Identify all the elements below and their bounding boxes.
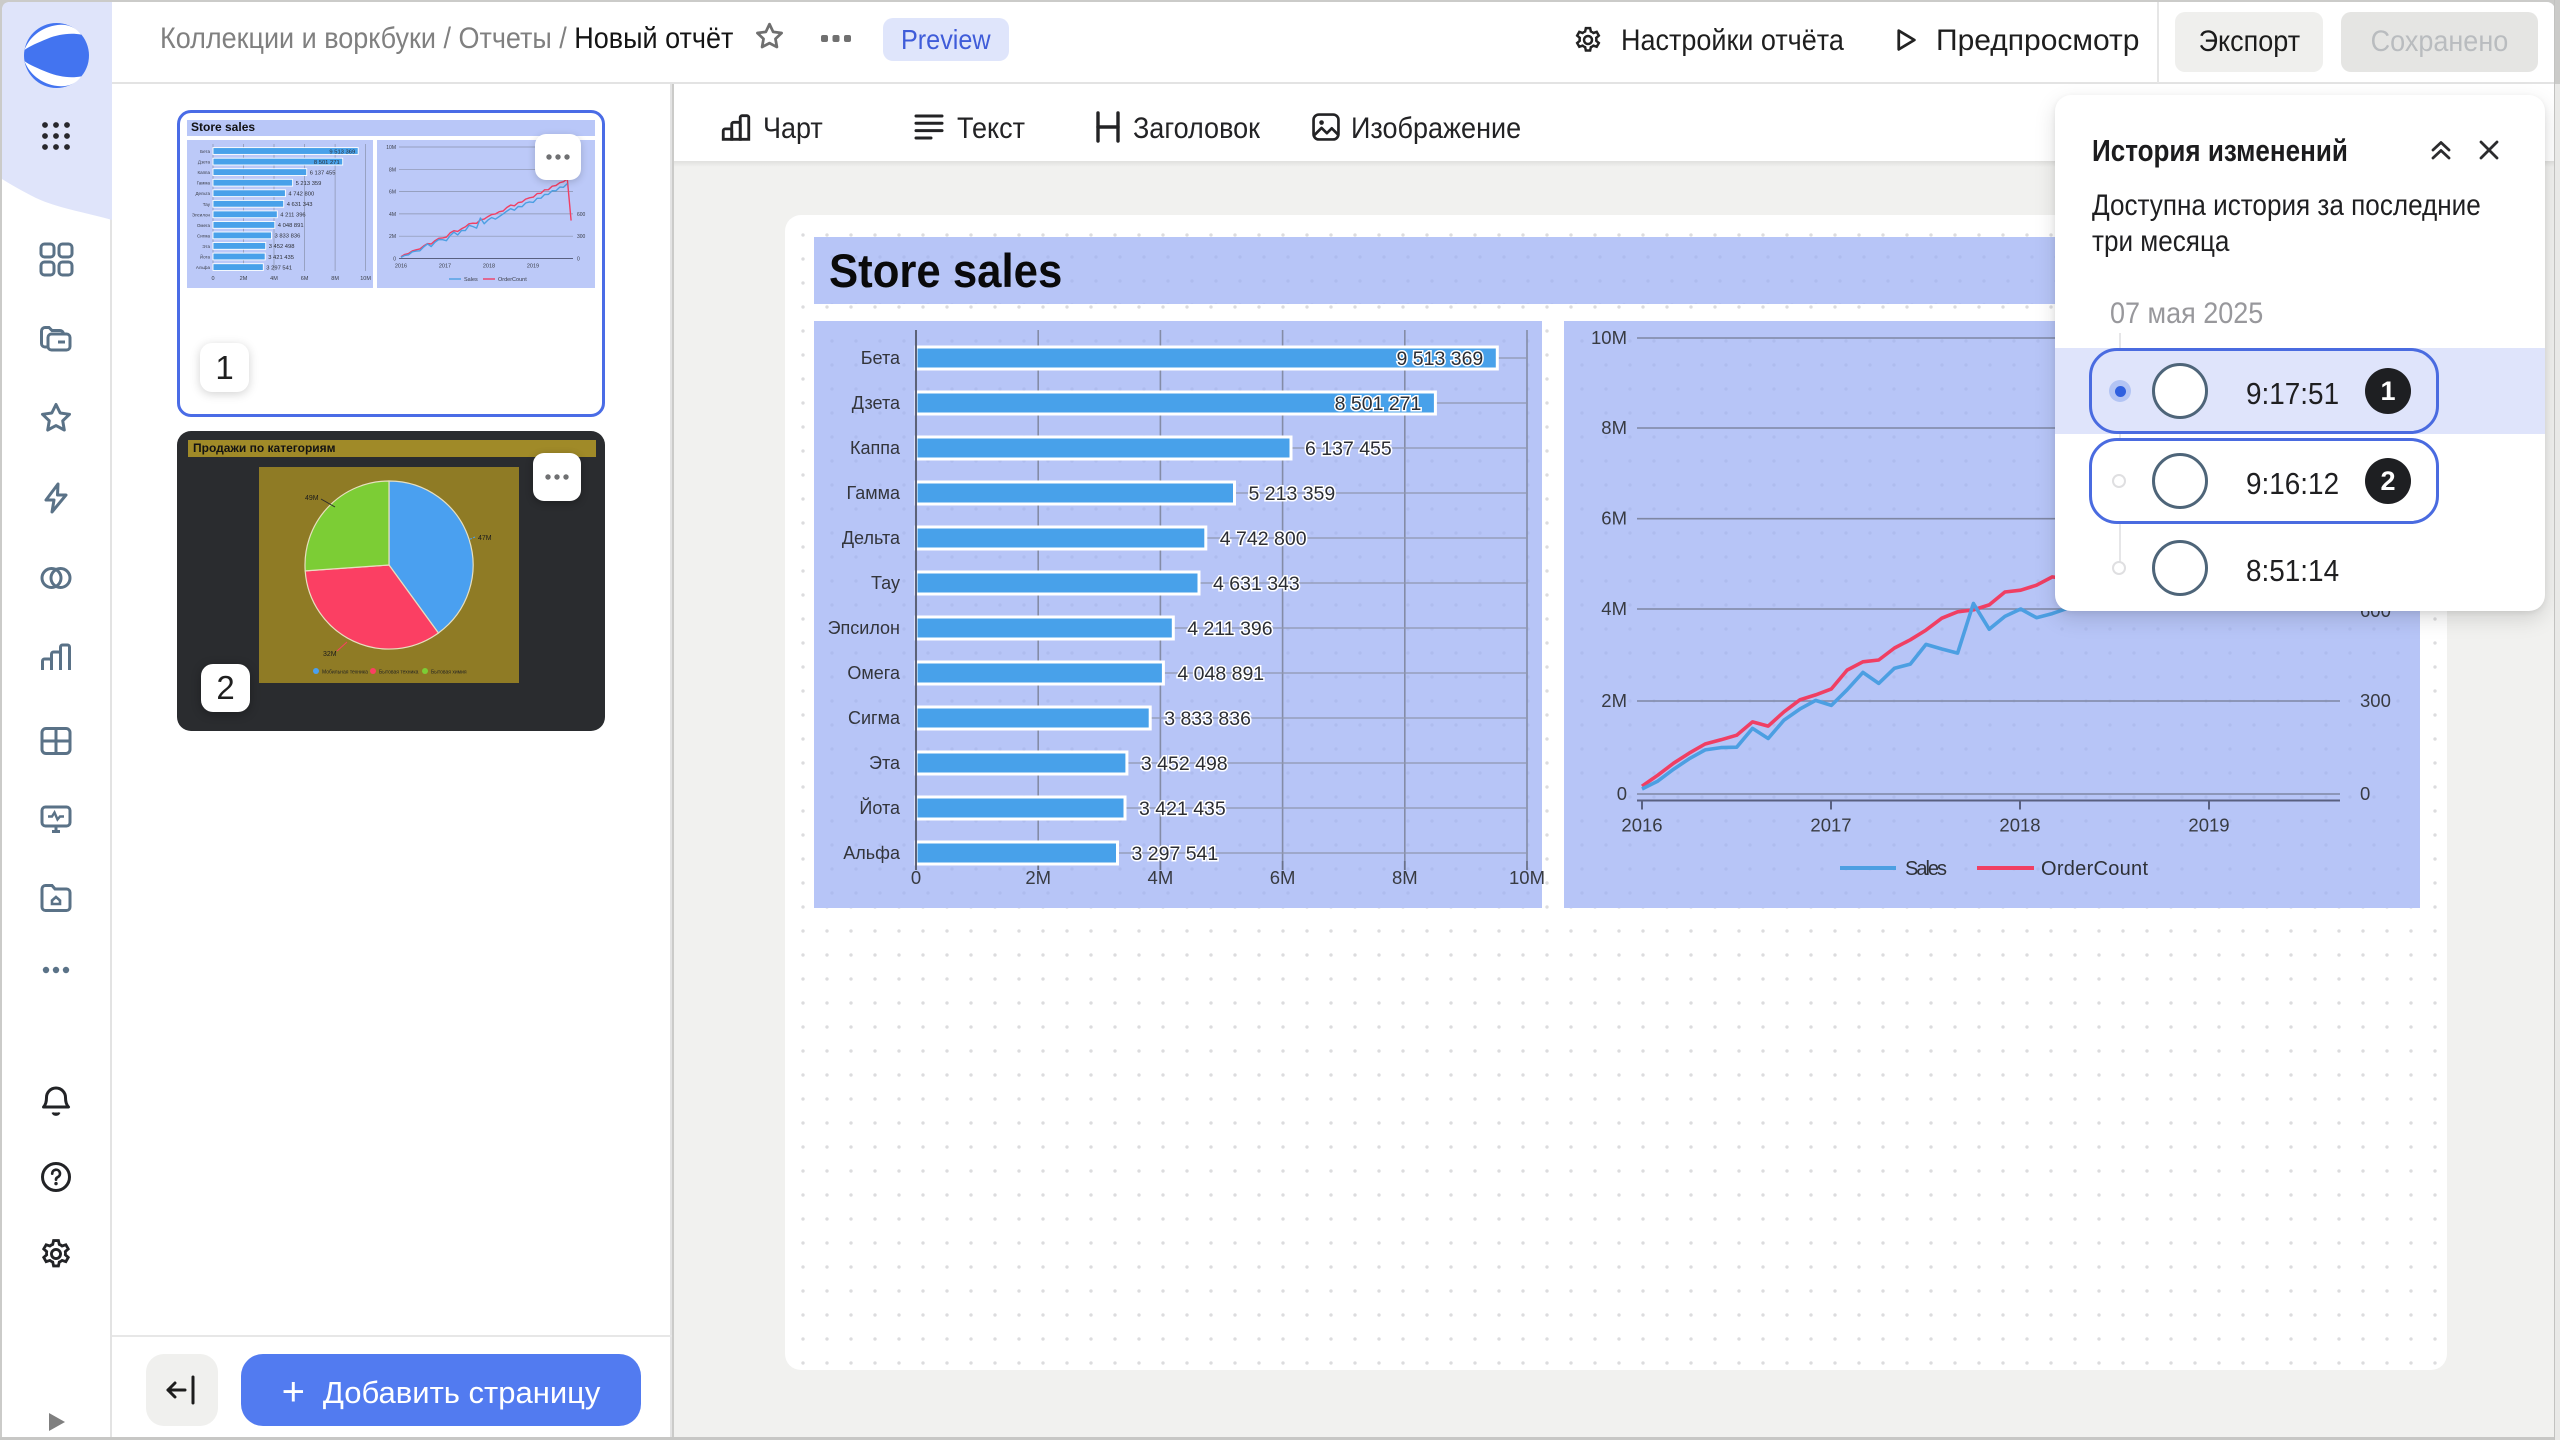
svg-text:49M: 49M: [305, 495, 319, 502]
svg-text:5 213 359: 5 213 359: [296, 181, 322, 187]
svg-text:4 048 891: 4 048 891: [1177, 663, 1264, 685]
svg-text:0: 0: [2360, 783, 2370, 804]
svg-text:Бета: Бета: [200, 149, 210, 154]
svg-text:2M: 2M: [1601, 690, 1627, 711]
svg-text:6 137 455: 6 137 455: [310, 170, 336, 176]
svg-text:3 833 836: 3 833 836: [1164, 708, 1251, 730]
svg-text:Тау: Тау: [871, 573, 900, 593]
svg-text:Гамма: Гамма: [197, 181, 211, 186]
svg-text:300: 300: [577, 234, 586, 240]
svg-text:300: 300: [2360, 690, 2391, 711]
svg-text:Мобильная техника: Мобильная техника: [322, 670, 368, 676]
svg-text:32M: 32M: [323, 651, 337, 658]
svg-text:Сигма: Сигма: [197, 233, 210, 238]
svg-text:9 513 369: 9 513 369: [329, 149, 355, 155]
svg-text:Альфа: Альфа: [843, 843, 901, 863]
svg-text:Эпсилон: Эпсилон: [828, 618, 900, 638]
svg-text:8M: 8M: [331, 276, 339, 282]
svg-text:2018: 2018: [483, 264, 495, 270]
svg-text:Каппа: Каппа: [197, 170, 210, 175]
svg-text:2M: 2M: [1025, 867, 1051, 888]
svg-text:6M: 6M: [301, 276, 309, 282]
svg-text:2019: 2019: [527, 264, 539, 270]
svg-text:6M: 6M: [389, 190, 396, 196]
svg-text:4 211 396: 4 211 396: [1187, 618, 1272, 640]
svg-text:47M: 47M: [478, 535, 492, 542]
svg-text:4 211 396: 4 211 396: [280, 213, 305, 219]
svg-text:0: 0: [1617, 783, 1627, 804]
svg-text:2M: 2M: [240, 276, 248, 282]
svg-text:2019: 2019: [2188, 815, 2229, 836]
svg-text:3 452 498: 3 452 498: [1141, 753, 1228, 775]
svg-text:4 742 800: 4 742 800: [288, 192, 314, 198]
svg-text:Гамма: Гамма: [846, 483, 900, 503]
svg-text:0: 0: [211, 276, 214, 282]
svg-text:Бытовая техника: Бытовая техника: [379, 670, 419, 676]
svg-text:Омега: Омега: [847, 663, 901, 683]
svg-text:Альфа: Альфа: [196, 265, 211, 270]
svg-text:3 833 836: 3 833 836: [275, 234, 301, 240]
svg-text:Бета: Бета: [861, 348, 901, 368]
svg-text:Йота: Йота: [200, 253, 211, 260]
svg-text:Каппа: Каппа: [850, 438, 901, 458]
svg-text:6M: 6M: [1601, 508, 1627, 529]
svg-text:8M: 8M: [1392, 867, 1418, 888]
svg-text:Дзета: Дзета: [852, 393, 901, 413]
svg-text:4M: 4M: [1601, 598, 1627, 619]
svg-text:Бытовая химия: Бытовая химия: [431, 670, 467, 676]
svg-text:Дельта: Дельта: [195, 191, 210, 196]
svg-text:Sales: Sales: [1905, 858, 1947, 880]
svg-text:Сигма: Сигма: [848, 708, 901, 728]
svg-text:Эта: Эта: [869, 753, 901, 773]
svg-text:9 513 369: 9 513 369: [1397, 348, 1484, 370]
svg-text:5 213 359: 5 213 359: [1249, 483, 1336, 505]
svg-text:3 297 541: 3 297 541: [266, 265, 292, 271]
svg-text:600: 600: [577, 212, 586, 218]
svg-text:10M: 10M: [386, 145, 396, 151]
svg-text:Sales: Sales: [464, 277, 478, 283]
svg-text:Йота: Йота: [859, 797, 901, 818]
svg-text:0: 0: [911, 867, 921, 888]
svg-text:6M: 6M: [1270, 867, 1296, 888]
svg-text:10M: 10M: [1591, 327, 1627, 348]
svg-text:3 421 435: 3 421 435: [1139, 798, 1226, 820]
svg-text:4 048 891: 4 048 891: [278, 223, 304, 229]
svg-text:2017: 2017: [1810, 815, 1851, 836]
svg-text:10M: 10M: [1509, 867, 1545, 888]
svg-text:Дельта: Дельта: [842, 528, 901, 548]
svg-text:Тау: Тау: [203, 202, 211, 207]
svg-text:OrderCount: OrderCount: [2041, 858, 2148, 880]
svg-text:4M: 4M: [389, 212, 396, 218]
svg-text:3 421 435: 3 421 435: [268, 255, 294, 261]
svg-text:8 501 271: 8 501 271: [314, 160, 340, 166]
svg-text:2018: 2018: [1999, 815, 2040, 836]
svg-text:4 742 800: 4 742 800: [1220, 528, 1307, 550]
svg-text:2016: 2016: [1621, 815, 1662, 836]
svg-text:8M: 8M: [389, 167, 396, 173]
svg-text:8M: 8M: [1601, 417, 1627, 438]
svg-text:Эта: Эта: [202, 244, 210, 249]
svg-text:6 137 455: 6 137 455: [1305, 438, 1392, 460]
svg-text:3 452 498: 3 452 498: [269, 244, 295, 250]
svg-text:0: 0: [577, 257, 580, 263]
svg-text:OrderCount: OrderCount: [498, 277, 527, 283]
svg-text:4M: 4M: [1148, 867, 1174, 888]
svg-text:4 631 343: 4 631 343: [287, 202, 313, 208]
svg-text:10M: 10M: [360, 276, 371, 282]
svg-text:8 501 271: 8 501 271: [1335, 393, 1422, 415]
svg-text:Дзета: Дзета: [198, 160, 211, 165]
svg-text:2M: 2M: [389, 234, 396, 240]
svg-text:4M: 4M: [270, 276, 278, 282]
svg-text:3 297 541: 3 297 541: [1132, 843, 1219, 865]
svg-text:Омега: Омега: [197, 223, 211, 228]
svg-text:4 631 343: 4 631 343: [1213, 573, 1300, 595]
svg-text:Эпсилон: Эпсилон: [192, 212, 211, 217]
svg-text:0: 0: [393, 257, 396, 263]
svg-text:2016: 2016: [395, 264, 407, 270]
svg-text:2017: 2017: [439, 264, 451, 270]
